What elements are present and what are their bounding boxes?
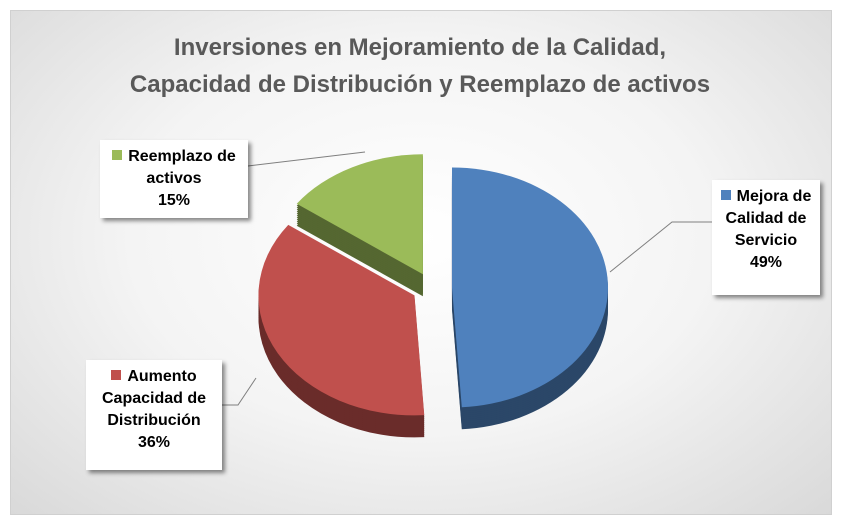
label-value: 36% (137, 434, 171, 451)
label-value: 49% (749, 254, 783, 271)
label-name: Reemplazo de activos (128, 148, 236, 187)
leader-line (609, 221, 712, 273)
leader-line (222, 377, 257, 406)
label-name: Aumento Capacidad de Distribución (101, 368, 207, 429)
data-label: Aumento Capacidad de Distribución 36% (86, 360, 222, 470)
legend-key (112, 150, 123, 160)
legend-key (720, 190, 731, 200)
chart-title: Inversiones en Mejoramiento de la Calida… (174, 34, 666, 61)
slice (258, 224, 425, 416)
label-name: Mejora de Calidad de Servicio (725, 188, 812, 249)
legend-key (111, 370, 122, 380)
slice (296, 154, 423, 275)
data-label: Mejora de Calidad de Servicio 49% (712, 180, 820, 295)
chart-title: Capacidad de Distribución y Reemplazo de… (130, 71, 710, 98)
leader-line (247, 151, 366, 167)
slice (451, 167, 608, 408)
data-label: Reemplazo de activos 15% (100, 140, 248, 218)
label-value: 15% (157, 192, 191, 209)
